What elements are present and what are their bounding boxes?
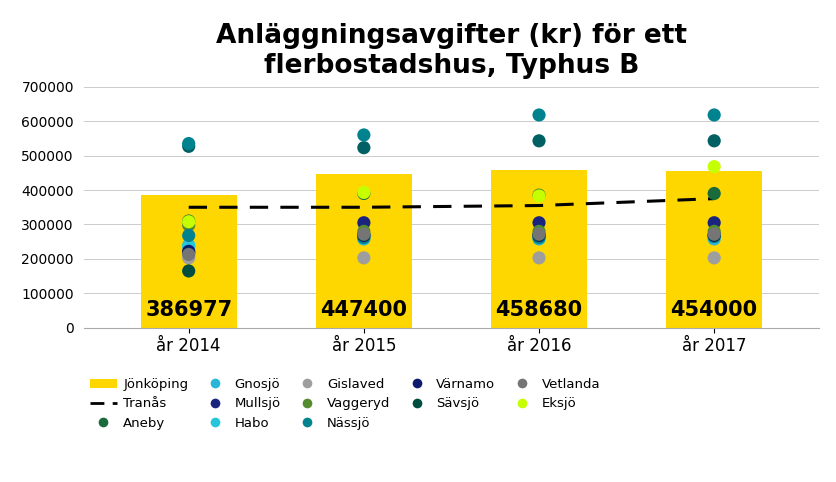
Bar xyxy=(316,174,412,328)
Point xyxy=(533,219,546,227)
Point xyxy=(182,254,196,262)
Point xyxy=(182,241,196,249)
Point xyxy=(357,189,370,197)
Point xyxy=(357,231,370,239)
Text: 386977: 386977 xyxy=(145,300,232,320)
Point xyxy=(533,192,546,200)
Point xyxy=(533,231,546,239)
Point xyxy=(707,254,721,262)
Point xyxy=(182,217,196,225)
Point xyxy=(182,221,196,229)
Point xyxy=(357,235,370,243)
Point xyxy=(533,234,546,241)
Point xyxy=(357,219,370,227)
Point xyxy=(707,219,721,227)
Bar xyxy=(491,170,587,328)
Point xyxy=(533,232,546,240)
Point xyxy=(533,232,546,240)
Point xyxy=(357,188,370,196)
Point xyxy=(707,230,721,238)
Point xyxy=(182,140,196,147)
Point xyxy=(182,249,196,256)
Point xyxy=(707,137,721,145)
Point xyxy=(357,254,370,262)
Point xyxy=(357,232,370,240)
Point xyxy=(357,234,370,241)
Point xyxy=(533,235,546,243)
Point xyxy=(182,247,196,255)
Point xyxy=(182,143,196,150)
Point xyxy=(707,228,721,235)
Point xyxy=(533,137,546,145)
Point xyxy=(707,232,721,240)
Text: 454000: 454000 xyxy=(670,300,757,320)
Point xyxy=(533,191,546,199)
Point xyxy=(707,232,721,240)
Point xyxy=(533,254,546,262)
Point xyxy=(182,218,196,226)
Point xyxy=(533,228,546,235)
Title: Anläggningsavgifter (kr) för ett
flerbostadshus, Typhus B: Anläggningsavgifter (kr) för ett flerbos… xyxy=(216,23,687,79)
Point xyxy=(707,111,721,119)
Point xyxy=(707,233,721,241)
Point xyxy=(182,243,196,251)
Bar xyxy=(666,172,762,328)
Text: 458680: 458680 xyxy=(496,300,583,320)
Text: 447400: 447400 xyxy=(320,300,407,320)
Point xyxy=(707,231,721,239)
Bar xyxy=(140,195,237,328)
Point xyxy=(533,230,546,238)
Point xyxy=(357,230,370,238)
Point xyxy=(357,131,370,139)
Point xyxy=(707,235,721,243)
Point xyxy=(182,267,196,275)
Point xyxy=(707,189,721,197)
Legend: Jönköping, Tranås, Aneby, Gnosjö, Mullsjö, Habo, Gislaved, Vaggeryd, Nässjö, Vär: Jönköping, Tranås, Aneby, Gnosjö, Mullsj… xyxy=(90,378,600,430)
Point xyxy=(533,111,546,119)
Point xyxy=(357,144,370,151)
Point xyxy=(707,163,721,171)
Point xyxy=(357,228,370,235)
Point xyxy=(182,251,196,258)
Point xyxy=(357,232,370,240)
Point xyxy=(182,232,196,240)
